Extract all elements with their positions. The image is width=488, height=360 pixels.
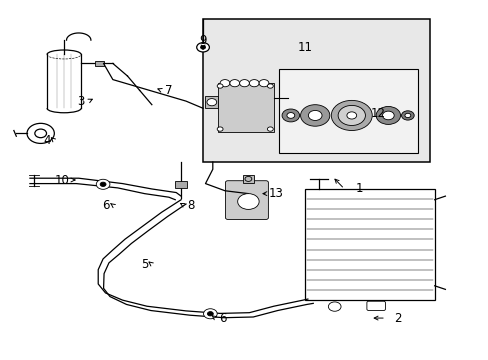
Circle shape <box>267 127 273 131</box>
Circle shape <box>249 80 259 87</box>
Bar <box>205 96 217 108</box>
Circle shape <box>286 113 294 118</box>
Bar <box>242 175 254 183</box>
Circle shape <box>217 84 223 88</box>
Circle shape <box>229 80 239 87</box>
Text: 13: 13 <box>268 187 283 200</box>
Text: 11: 11 <box>297 41 312 54</box>
Bar <box>217 83 273 132</box>
Text: 2: 2 <box>393 311 401 325</box>
Circle shape <box>382 111 393 120</box>
Bar <box>278 69 417 153</box>
Circle shape <box>237 194 259 210</box>
Text: 3: 3 <box>77 95 84 108</box>
FancyBboxPatch shape <box>225 181 268 220</box>
Circle shape <box>401 111 413 120</box>
Circle shape <box>259 80 268 87</box>
Circle shape <box>196 42 209 52</box>
Text: 1: 1 <box>355 183 362 195</box>
Text: 5: 5 <box>141 258 148 271</box>
Text: 6: 6 <box>218 311 226 325</box>
Circle shape <box>100 182 106 186</box>
Circle shape <box>203 309 217 319</box>
Circle shape <box>207 312 213 316</box>
Text: 8: 8 <box>187 199 194 212</box>
Text: 7: 7 <box>165 84 172 97</box>
Circle shape <box>308 111 322 121</box>
Circle shape <box>282 109 299 122</box>
Circle shape <box>239 80 249 87</box>
Bar <box>175 181 186 188</box>
Circle shape <box>375 107 400 125</box>
Text: 9: 9 <box>199 33 206 47</box>
Circle shape <box>96 179 110 189</box>
Bar <box>95 61 103 66</box>
Text: 4: 4 <box>43 134 51 147</box>
Circle shape <box>300 105 329 126</box>
Bar <box>305 189 434 300</box>
Circle shape <box>404 113 410 118</box>
Text: 12: 12 <box>370 107 386 120</box>
Circle shape <box>337 105 365 126</box>
Circle shape <box>217 127 223 131</box>
Circle shape <box>220 80 229 87</box>
Text: 6: 6 <box>102 199 109 212</box>
Bar <box>203 19 429 162</box>
Circle shape <box>200 45 205 49</box>
Circle shape <box>267 84 273 88</box>
Circle shape <box>206 99 216 106</box>
Circle shape <box>330 100 371 131</box>
Text: 10: 10 <box>54 174 69 186</box>
Circle shape <box>346 112 356 119</box>
